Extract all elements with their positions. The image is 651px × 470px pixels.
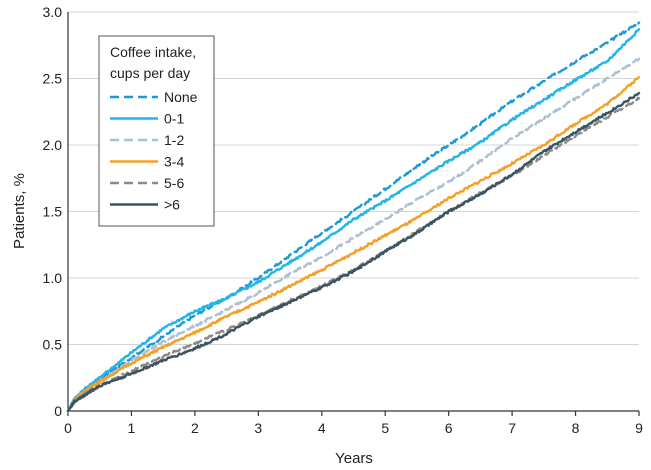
series-line-6 (66, 91, 641, 413)
y-tick-label: 3.0 (43, 4, 63, 20)
x-tick-label: 2 (191, 420, 199, 436)
x-tick-label: 7 (508, 420, 516, 436)
x-axis-title: Years (335, 450, 373, 467)
series-layer (66, 21, 641, 413)
y-tick-label: 1.0 (43, 270, 63, 286)
legend-label: None (164, 89, 198, 105)
x-tick-label: 4 (318, 420, 326, 436)
series-line-3 (66, 57, 641, 413)
y-tick-label: 0 (54, 403, 62, 419)
y-axis-title: Patients, % (11, 173, 28, 249)
y-tick-label: 1.5 (43, 204, 63, 220)
y-tick-label: 0.5 (43, 337, 63, 353)
series-line-4 (66, 76, 641, 413)
x-tick-label: 1 (128, 420, 136, 436)
legend-title-line1: Coffee intake, (110, 44, 196, 60)
legend-title-line2: cups per day (110, 65, 190, 81)
series-line-2 (66, 28, 641, 413)
legend-label: >6 (164, 197, 180, 213)
x-tick-label: 8 (572, 420, 580, 436)
y-tick-label: 2.5 (43, 71, 63, 87)
x-tick-label: 0 (64, 420, 72, 436)
legend-label: 5-6 (164, 175, 184, 191)
y-tick-label: 2.0 (43, 137, 63, 153)
legend-label: 0-1 (164, 111, 184, 127)
x-tick-label: 6 (445, 420, 453, 436)
legend-label: 1-2 (164, 132, 184, 148)
x-tick-label: 3 (254, 420, 262, 436)
legend-label: 3-4 (164, 154, 184, 170)
axes-layer: 0 0.5 1.0 1.5 2.0 2.5 3.0 0 1 2 3 4 5 6 7 8 9 (43, 4, 644, 436)
x-tick-label: 5 (381, 420, 389, 436)
x-tick-label: 9 (635, 420, 643, 436)
legend: Coffee intake, cups per day None 0-1 1-2 3-… (98, 35, 215, 227)
legend-box (98, 35, 215, 227)
